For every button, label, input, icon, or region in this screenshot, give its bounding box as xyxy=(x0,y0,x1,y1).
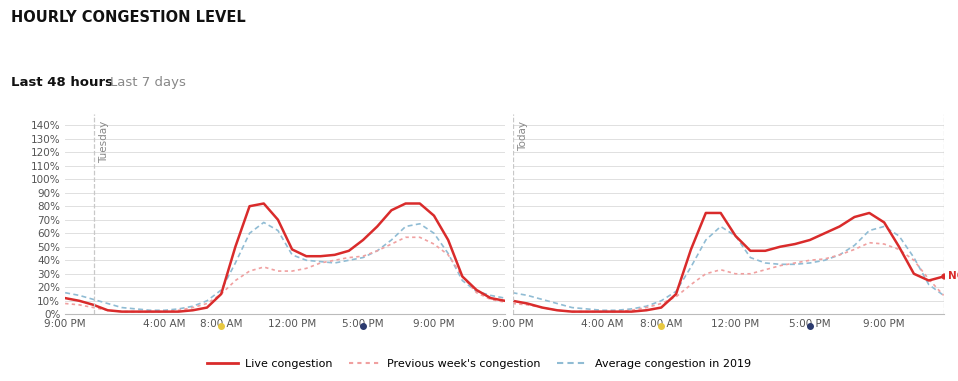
Text: Today: Today xyxy=(518,121,529,151)
Text: HOURLY CONGESTION LEVEL: HOURLY CONGESTION LEVEL xyxy=(11,10,246,24)
Legend: Live congestion, Previous week's congestion, Average congestion in 2019: Live congestion, Previous week's congest… xyxy=(203,355,755,373)
Text: Tuesday: Tuesday xyxy=(100,121,109,163)
Text: Last 7 days: Last 7 days xyxy=(110,76,186,89)
Text: NOW: NOW xyxy=(948,272,958,282)
Text: Last 48 hours: Last 48 hours xyxy=(11,76,113,89)
